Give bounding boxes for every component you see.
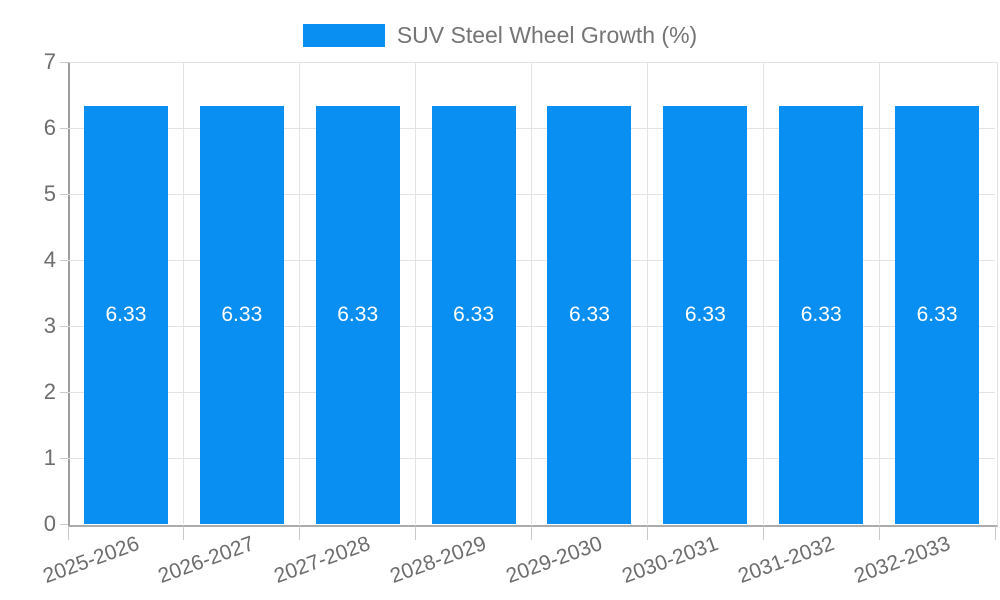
x-axis-tick-label: 2032-2033 [850, 532, 953, 588]
x-tick-mark [646, 526, 648, 540]
x-gridline [415, 62, 417, 524]
y-tick-mark [60, 61, 68, 63]
y-axis-tick-label: 4 [43, 247, 56, 272]
y-axis-tick-label: 2 [43, 379, 56, 404]
bar[interactable]: 6.33 [199, 106, 284, 524]
x-tick-mark [67, 526, 69, 540]
x-axis-tick-label: 2029-2030 [503, 532, 606, 588]
bar-value-label: 6.33 [569, 303, 610, 327]
x-tick-mark [762, 526, 764, 540]
bar-value-label: 6.33 [916, 303, 958, 327]
bar[interactable]: 6.33 [663, 106, 748, 524]
y-tick-mark [60, 523, 68, 525]
x-tick-mark [415, 526, 417, 540]
y-axis-tick-label: 3 [43, 313, 56, 338]
x-gridline [183, 62, 185, 524]
bar-value-label: 6.33 [337, 303, 379, 327]
x-gridline [299, 62, 301, 524]
bar-value-label: 6.33 [453, 303, 494, 327]
y-tick-mark [60, 391, 68, 393]
bar[interactable]: 6.33 [83, 106, 168, 524]
y-axis-tick-label: 0 [43, 511, 56, 536]
legend[interactable]: SUV Steel Wheel Growth (%) [0, 22, 1000, 49]
x-gridline [878, 62, 880, 524]
x-tick-mark [994, 526, 996, 540]
bar[interactable]: 6.33 [431, 106, 516, 524]
bar-value-label: 6.33 [221, 303, 263, 327]
x-tick-mark [878, 526, 880, 540]
plot-area [68, 62, 998, 527]
x-gridline [646, 62, 648, 524]
bar[interactable]: 6.33 [547, 106, 632, 524]
y-tick-mark [60, 457, 68, 459]
x-axis-tick-label: 2028-2029 [387, 532, 490, 588]
x-tick-mark [183, 526, 185, 540]
y-axis-tick-label: 1 [43, 445, 56, 470]
y-tick-mark [60, 259, 68, 261]
x-axis-tick-label: 2026-2027 [155, 532, 258, 588]
bar-value-label: 6.33 [684, 303, 726, 327]
legend-swatch [302, 24, 385, 47]
bar-value-label: 6.33 [800, 303, 842, 327]
y-axis-tick-label: 5 [43, 181, 56, 206]
bar[interactable]: 6.33 [895, 106, 980, 524]
x-axis-tick-label: 2030-2031 [618, 532, 722, 588]
y-tick-mark [60, 325, 68, 327]
bar[interactable]: 6.33 [779, 106, 864, 524]
x-axis-tick-label: 2031-2032 [734, 532, 838, 588]
x-axis-tick-label: 2025-2026 [39, 532, 142, 588]
y-axis-tick-label: 7 [43, 49, 56, 74]
y-tick-mark [60, 127, 68, 129]
y-tick-mark [60, 193, 68, 195]
x-axis-tick-label: 2027-2028 [271, 532, 374, 588]
legend-label: SUV Steel Wheel Growth (%) [396, 22, 698, 48]
x-tick-mark [299, 526, 301, 540]
x-gridline [762, 62, 764, 524]
x-tick-mark [531, 526, 532, 540]
bar[interactable]: 6.33 [315, 106, 400, 524]
x-gridline [531, 62, 532, 524]
y-axis-tick-label: 6 [43, 115, 56, 140]
bar-value-label: 6.33 [105, 303, 147, 327]
